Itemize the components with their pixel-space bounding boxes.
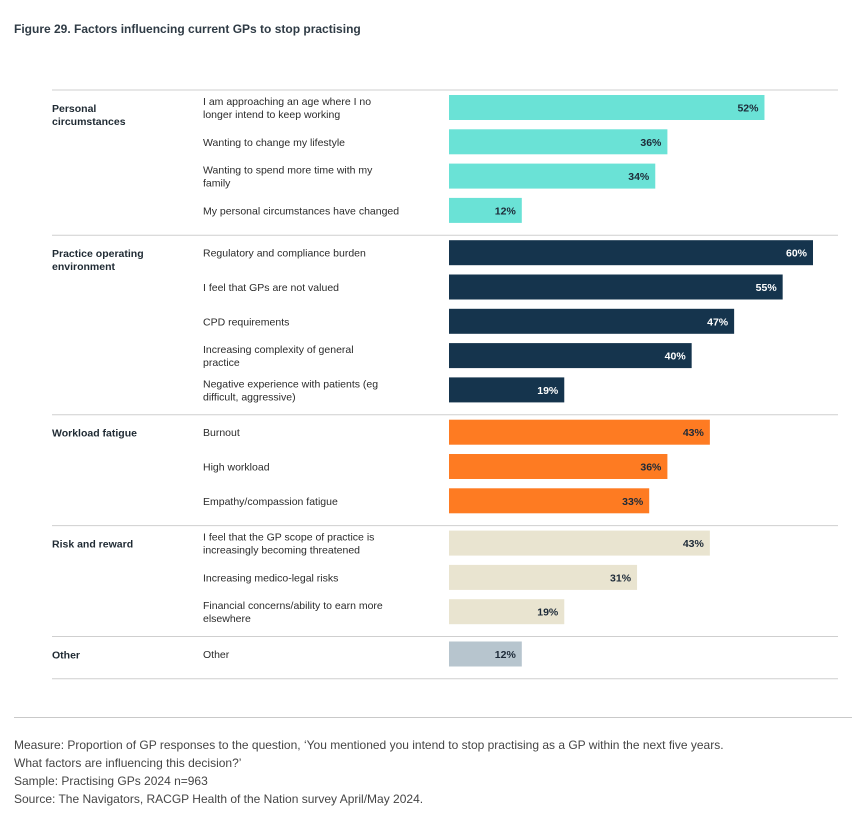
bar bbox=[449, 343, 692, 369]
measure-note-line-1: Measure: Proportion of GP responses to t… bbox=[14, 738, 724, 752]
group-label: Workload fatigue bbox=[52, 428, 137, 440]
category-label: Increasing complexity of general practice bbox=[203, 344, 354, 369]
bar-value-label: 19% bbox=[537, 607, 559, 619]
category-label: Negative experience with patients (eg dif… bbox=[203, 378, 378, 403]
source-note: Source: The Navigators, RACGP Health of … bbox=[14, 792, 424, 806]
bar-value-label: 31% bbox=[610, 572, 632, 584]
bar bbox=[449, 95, 765, 120]
bar-value-label: 60% bbox=[786, 248, 808, 260]
bar-value-label: 36% bbox=[640, 137, 662, 149]
group-label: Personal circumstances bbox=[52, 103, 126, 128]
category-label: I feel that the GP scope of practice is i… bbox=[203, 532, 374, 557]
bar-value-label: 43% bbox=[683, 427, 705, 439]
category-label: Regulatory and compliance burden bbox=[203, 248, 366, 260]
category-label: Other bbox=[203, 649, 230, 661]
group-label: Other bbox=[52, 650, 80, 662]
category-label: I am approaching an age where I no longer… bbox=[203, 96, 371, 121]
bar bbox=[449, 641, 522, 667]
bar-value-label: 34% bbox=[628, 171, 650, 183]
category-label: Empathy/compassion fatigue bbox=[203, 496, 338, 508]
bar bbox=[449, 377, 565, 403]
category-label: Wanting to spend more time with my family bbox=[203, 165, 373, 190]
bar-value-label: 43% bbox=[683, 538, 705, 550]
measure-note-line-2: What factors are influencing this decisi… bbox=[14, 756, 242, 770]
category-label: Wanting to change my lifestyle bbox=[203, 137, 345, 149]
bar bbox=[449, 163, 656, 189]
bar-value-label: 52% bbox=[737, 103, 759, 115]
bar-value-label: 19% bbox=[537, 385, 559, 397]
bar bbox=[449, 599, 565, 625]
category-label: Burnout bbox=[203, 427, 240, 439]
category-label: Financial concerns/ability to earn more e… bbox=[203, 600, 383, 625]
group-label: Practice operating environment bbox=[52, 248, 144, 273]
bar bbox=[449, 240, 813, 266]
chart-notes: Measure: Proportion of GP responses to t… bbox=[14, 736, 854, 808]
bar-value-label: 47% bbox=[707, 316, 729, 328]
bar bbox=[449, 454, 668, 479]
category-label: I feel that GPs are not valued bbox=[203, 282, 339, 294]
category-label: My personal circumstances have changed bbox=[203, 205, 399, 217]
category-label: CPD requirements bbox=[203, 316, 289, 328]
category-label: High workload bbox=[203, 462, 270, 474]
bar bbox=[449, 419, 710, 445]
footer-divider bbox=[14, 717, 852, 718]
category-label: Increasing medico-legal risks bbox=[203, 572, 338, 584]
bar-value-label: 33% bbox=[622, 496, 644, 508]
bar-value-label: 12% bbox=[495, 649, 517, 661]
bar bbox=[449, 530, 710, 556]
bar-value-label: 36% bbox=[640, 462, 662, 474]
figure-title: Figure 29. Factors influencing current G… bbox=[14, 22, 361, 36]
bar-chart: Personal circumstances I am approaching an… bbox=[52, 89, 838, 680]
group-label: Risk and reward bbox=[52, 539, 133, 551]
bar-value-label: 12% bbox=[495, 205, 517, 217]
bar bbox=[449, 129, 668, 155]
bar-value-label: 40% bbox=[665, 351, 687, 363]
bar bbox=[449, 308, 735, 334]
bar bbox=[449, 274, 783, 300]
bar bbox=[449, 488, 650, 514]
bar bbox=[449, 564, 638, 590]
sample-note: Sample: Practising GPs 2024 n=963 bbox=[14, 774, 208, 788]
bar bbox=[449, 197, 522, 223]
bar-value-label: 55% bbox=[756, 282, 778, 294]
